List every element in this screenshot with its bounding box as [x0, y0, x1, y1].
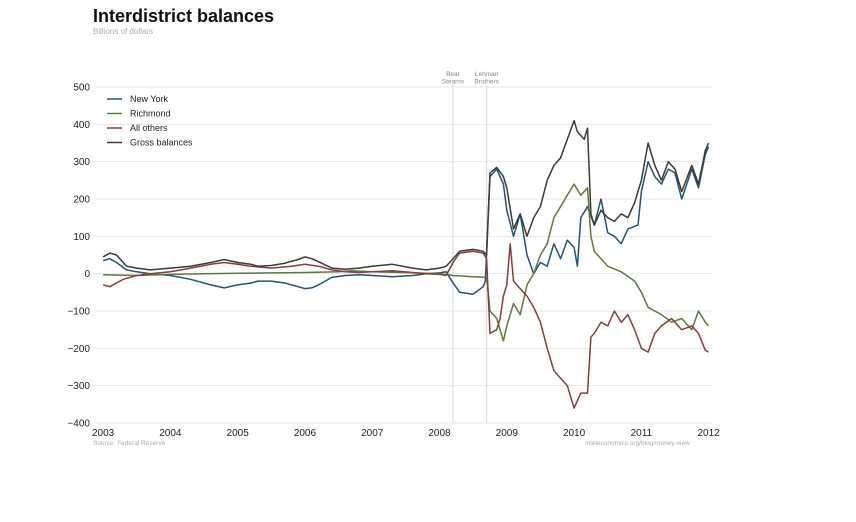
event-label: Bear: [446, 71, 461, 78]
event-label: Brothers: [474, 79, 499, 86]
legend-label: Gross balances: [130, 138, 193, 148]
y-tick-label: −200: [67, 344, 90, 355]
y-tick-label: 100: [73, 232, 90, 243]
x-tick-label: 2011: [631, 428, 653, 439]
x-tick-label: 2008: [428, 428, 451, 439]
x-tick-label: 2010: [563, 428, 586, 439]
legend-label: New York: [130, 94, 169, 104]
chart-subtitle: Billions of dollars: [93, 27, 154, 36]
x-tick-label: 2003: [92, 428, 115, 439]
source-note: Source: Federal Reserve: [93, 440, 166, 447]
y-tick-label: 500: [73, 83, 90, 94]
x-tick-label: 2007: [361, 428, 384, 439]
event-label: Lehman: [475, 71, 499, 78]
y-tick-label: −400: [67, 419, 90, 430]
series-line-new-york: [102, 146, 710, 295]
y-tick-label: −300: [67, 381, 90, 392]
x-tick-label: 2012: [698, 428, 721, 439]
y-tick-label: 300: [73, 157, 90, 168]
credit-note: mieleconomics.org/blog/money-view: [585, 440, 690, 447]
series-line-all-others: [102, 243, 709, 409]
y-tick-label: 0: [84, 269, 90, 280]
x-tick-label: 2009: [496, 428, 519, 439]
legend-label: Richmond: [130, 109, 171, 119]
y-tick-label: 200: [73, 195, 90, 206]
event-label: Stearns: [442, 79, 465, 86]
x-tick-label: 2005: [227, 428, 250, 439]
x-tick-label: 2004: [159, 428, 182, 439]
series-line-gross-balances: [102, 119, 710, 271]
legend-label: All others: [130, 123, 168, 133]
chart-title: Interdistrict balances: [93, 6, 275, 26]
y-tick-label: −100: [67, 307, 90, 318]
x-tick-label: 2006: [294, 428, 317, 439]
y-tick-label: 400: [73, 120, 90, 131]
